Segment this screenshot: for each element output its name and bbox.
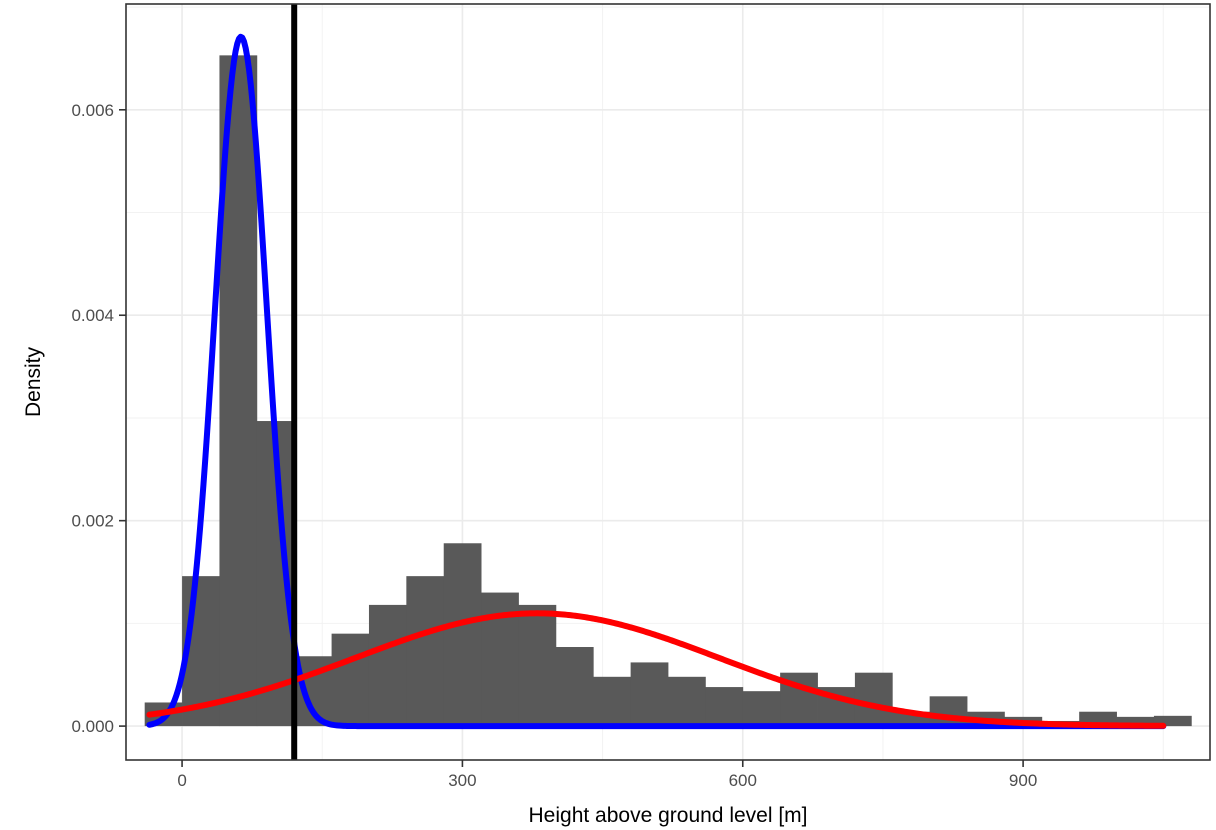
y-tick-label: 0.000 [71, 717, 114, 736]
histogram-bar [368, 604, 407, 727]
x-tick-label: 300 [448, 771, 476, 790]
x-tick-label: 900 [1009, 771, 1037, 790]
histogram-bar [630, 662, 669, 727]
histogram-bar [443, 543, 482, 727]
y-tick-label: 0.002 [71, 512, 114, 531]
y-axis-title: Density [22, 346, 45, 417]
histogram-bar [406, 576, 445, 727]
histogram-bar [518, 604, 557, 727]
histogram-bar [705, 687, 744, 727]
x-tick-label: 600 [729, 771, 757, 790]
x-axis-title: Height above ground level [m] [529, 804, 808, 827]
fitted-curves [146, 33, 1167, 730]
histogram-bar [854, 672, 893, 727]
y-tick-label: 0.006 [71, 101, 114, 120]
x-tick-label: 0 [177, 771, 186, 790]
y-axis: 0.000 0.002 0.004 0.006 [71, 101, 126, 736]
histogram-bar [1153, 715, 1192, 727]
histogram-bar [1116, 716, 1155, 727]
blue-density-curve [146, 33, 1167, 730]
red-density-curve [146, 610, 1167, 729]
histogram-bar [593, 676, 632, 727]
plot-panel-border [125, 3, 1211, 761]
histogram-bar [331, 633, 370, 727]
y-tick-label: 0.004 [71, 306, 114, 325]
histogram-bar [555, 647, 594, 727]
x-axis: 0 300 600 900 [177, 760, 1037, 790]
histogram-bars [144, 55, 1192, 727]
histogram-bar [668, 676, 706, 727]
histogram-bar [742, 691, 781, 727]
